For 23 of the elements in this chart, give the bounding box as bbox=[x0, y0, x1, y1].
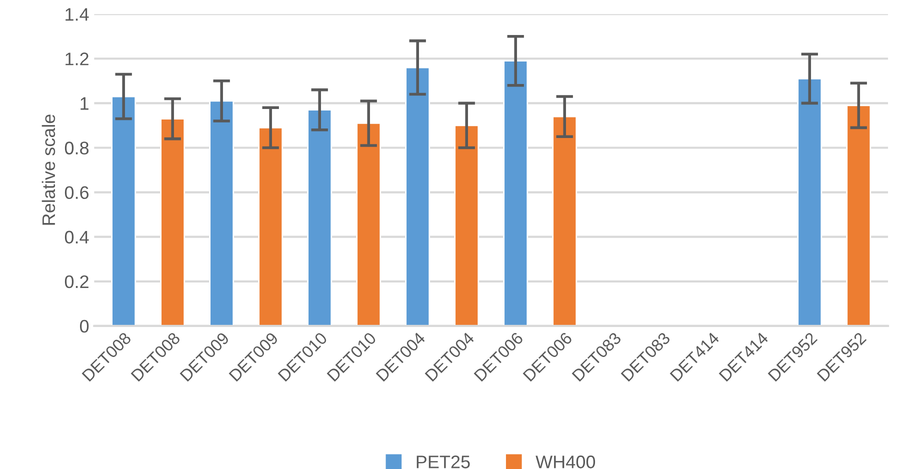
bar bbox=[111, 96, 136, 326]
bar bbox=[209, 100, 234, 326]
bar bbox=[797, 78, 822, 326]
bar bbox=[552, 116, 578, 326]
y-tick-label: 1.4 bbox=[66, 8, 89, 21]
bar bbox=[846, 104, 872, 326]
y-tick-label: 1.2 bbox=[66, 52, 88, 66]
legend-label: WH400 bbox=[536, 456, 596, 468]
bar bbox=[258, 126, 284, 326]
y-tick-label: 0.4 bbox=[64, 230, 89, 244]
bar bbox=[405, 66, 430, 326]
bar bbox=[503, 60, 528, 326]
y-axis-title: Relative scale bbox=[42, 114, 56, 225]
bar bbox=[454, 124, 480, 326]
bar bbox=[356, 122, 382, 326]
bar bbox=[307, 109, 332, 326]
y-tick-label: 0.6 bbox=[64, 186, 89, 200]
bar bbox=[160, 118, 186, 326]
y-tick-label: 1 bbox=[80, 97, 88, 110]
y-tick-label: 0.8 bbox=[64, 142, 89, 154]
y-tick-label: 0 bbox=[80, 320, 89, 333]
y-tick-label: 0.2 bbox=[64, 275, 88, 288]
legend-label: PET25 bbox=[416, 456, 470, 468]
